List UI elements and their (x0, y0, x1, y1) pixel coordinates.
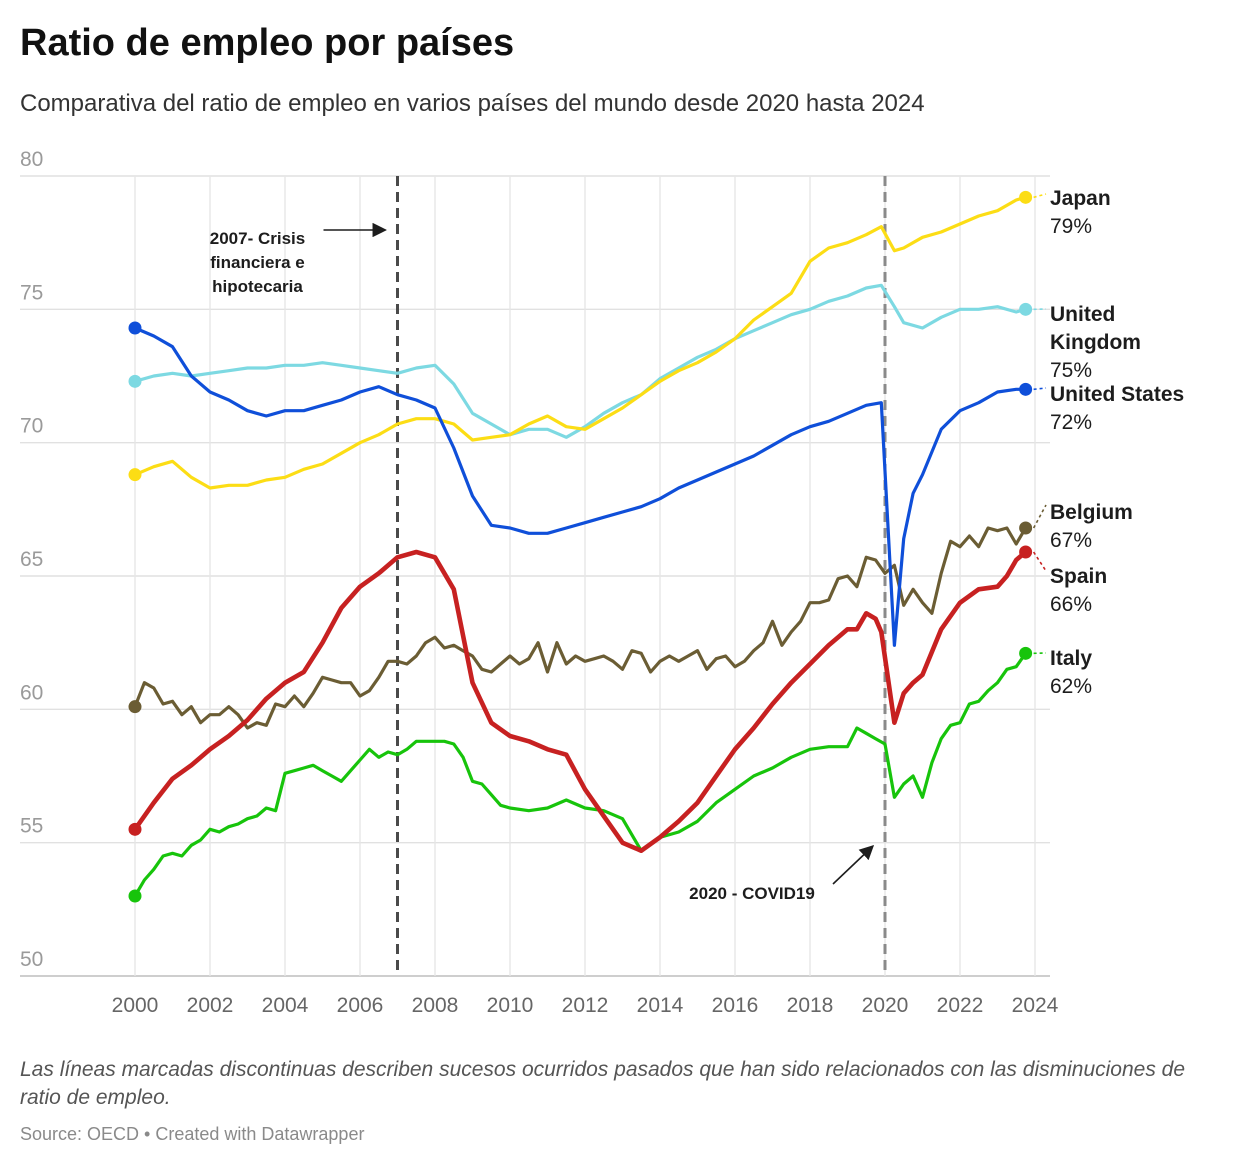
x-tick-label: 2012 (562, 994, 609, 1017)
label-leader-belgium (1032, 504, 1047, 529)
series-end-value-japan: 79% (1050, 215, 1092, 238)
chart-title: Ratio de empleo por países (20, 22, 515, 64)
series-end-point-italy (1019, 646, 1033, 660)
annotation-crisis-text: financiera e (210, 253, 305, 272)
series-line-united-kingdom (133, 283, 1028, 439)
annotation-covid-arrow (832, 845, 875, 885)
x-tick-label: 2020 (862, 994, 909, 1017)
series-name-label-belgium: Belgium (1050, 501, 1133, 524)
x-tick-label: 2010 (487, 994, 534, 1017)
y-tick-label: 65 (20, 548, 43, 571)
series-name-label-united-kingdom: United (1050, 303, 1115, 326)
source-credit: Source: OECD • Created with Datawrapper (20, 1124, 365, 1144)
y-tick-label: 70 (20, 415, 43, 438)
y-tick-label: 55 (20, 815, 43, 838)
x-tick-label: 2004 (262, 994, 309, 1017)
series-start-point-belgium (128, 700, 142, 714)
series-start-point-united-kingdom (128, 374, 142, 388)
series-name-label-italy: Italy (1050, 647, 1092, 670)
annotation-covid-text: 2020 - COVID19 (689, 884, 815, 903)
annotation-crisis-text: hipotecaria (212, 277, 303, 296)
label-leader-spain (1032, 551, 1047, 572)
series-start-point-united-states (128, 321, 142, 335)
x-tick-label: 2022 (937, 994, 984, 1017)
x-tick-label: 2008 (412, 994, 459, 1017)
series-end-value-belgium: 67% (1050, 529, 1092, 552)
footnote: Las líneas marcadas discontinuas describ… (20, 1058, 1186, 1109)
label-leader-united-states (1033, 387, 1047, 391)
annotation-crisis-text: 2007- Crisis (210, 229, 305, 248)
series-end-point-united-states (1019, 382, 1033, 396)
series-name-label-united-kingdom: Kingdom (1050, 331, 1141, 354)
series-start-point-japan (128, 468, 142, 482)
series-name-label-spain: Spain (1050, 565, 1107, 588)
series-line-united-states (133, 326, 1028, 647)
series-end-point-united-kingdom (1019, 302, 1033, 316)
series-line-japan (133, 195, 1028, 490)
y-tick-label: 50 (20, 948, 43, 971)
series-name-label-japan: Japan (1050, 187, 1111, 210)
chart-subtitle: Comparativa del ratio de empleo en vario… (20, 90, 925, 117)
series-line-belgium (133, 526, 1028, 730)
series-start-point-spain (128, 822, 142, 836)
y-tick-label: 60 (20, 681, 43, 704)
series-line-spain (132, 549, 1028, 853)
x-tick-label: 2016 (712, 994, 759, 1017)
x-tick-label: 2014 (637, 994, 684, 1017)
x-tick-label: 2024 (1012, 994, 1059, 1017)
x-tick-label: 2006 (337, 994, 384, 1017)
series-end-value-united-kingdom: 75% (1050, 359, 1092, 382)
series-name-label-united-states: United States (1050, 383, 1184, 406)
y-tick-label: 80 (20, 148, 43, 171)
series-line-italy (133, 651, 1028, 898)
series-end-value-united-states: 72% (1050, 411, 1092, 434)
label-leader-japan (1033, 193, 1047, 199)
series-end-value-spain: 66% (1050, 593, 1092, 616)
series-start-point-italy (128, 889, 142, 903)
x-tick-label: 2000 (112, 994, 159, 1017)
series-end-point-spain (1019, 545, 1033, 559)
x-tick-label: 2018 (787, 994, 834, 1017)
series-end-value-italy: 62% (1050, 675, 1092, 698)
x-tick-label: 2002 (187, 994, 234, 1017)
y-tick-label: 75 (20, 281, 43, 304)
series-end-point-japan (1019, 190, 1033, 204)
series-end-point-belgium (1019, 521, 1033, 535)
